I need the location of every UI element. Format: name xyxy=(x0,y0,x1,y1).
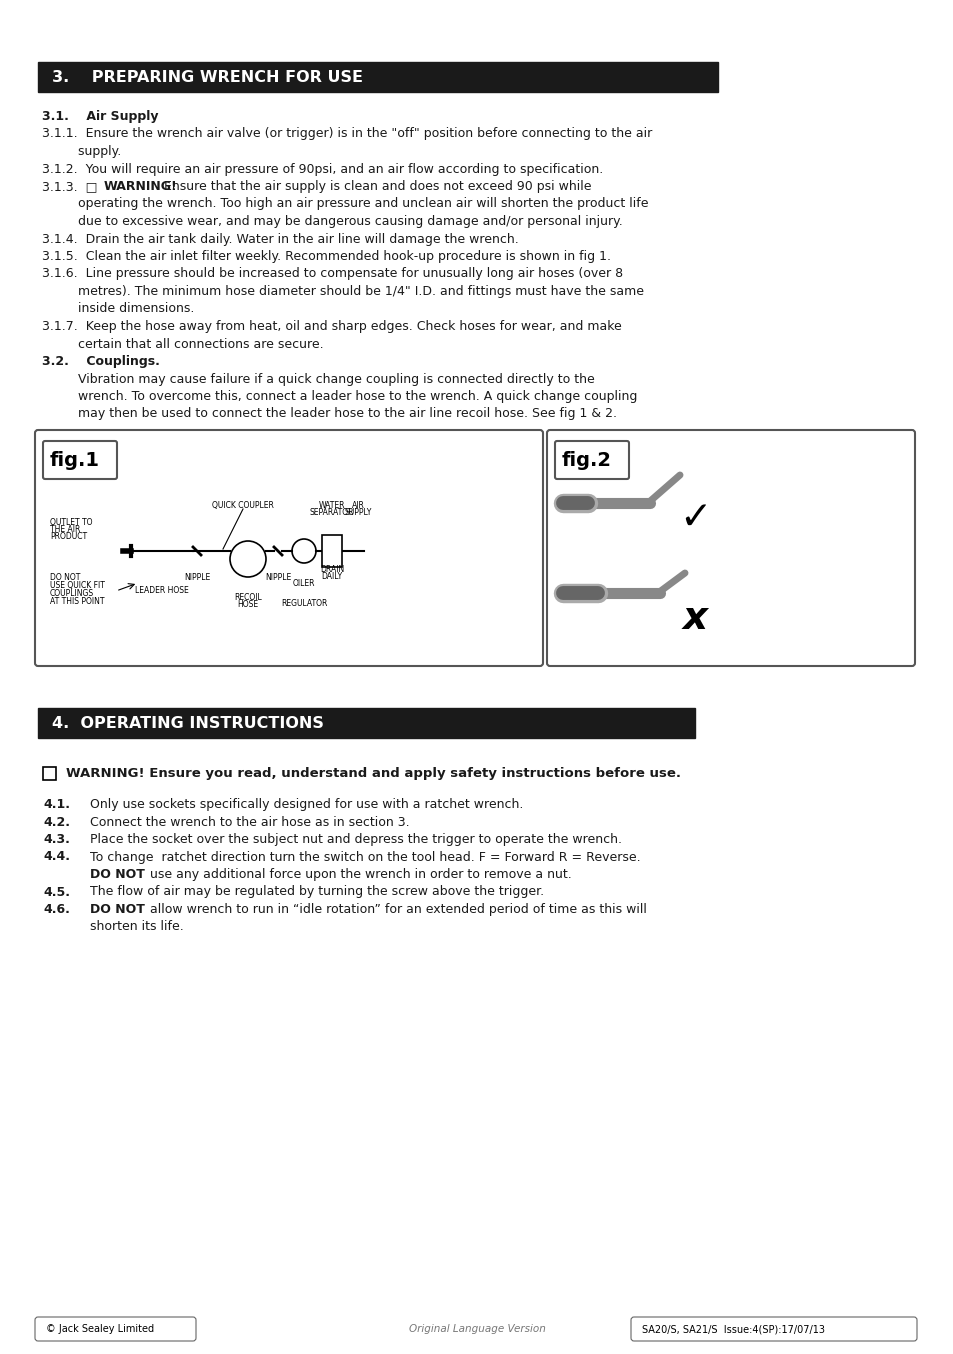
Text: 3.1.1.  Ensure the wrench air valve (or trigger) is in the "off" position before: 3.1.1. Ensure the wrench air valve (or t… xyxy=(42,127,652,141)
Text: wrench. To overcome this, connect a leader hose to the wrench. A quick change co: wrench. To overcome this, connect a lead… xyxy=(42,390,637,403)
FancyBboxPatch shape xyxy=(546,431,914,666)
Text: x: x xyxy=(681,598,707,636)
Text: fig.1: fig.1 xyxy=(50,451,100,470)
Text: HOSE: HOSE xyxy=(237,600,258,609)
FancyBboxPatch shape xyxy=(630,1317,916,1340)
Text: PRODUCT: PRODUCT xyxy=(50,532,87,542)
Text: ✓: ✓ xyxy=(678,500,711,538)
Text: allow wrench to run in “idle rotation” for an extended period of time as this wi: allow wrench to run in “idle rotation” f… xyxy=(142,903,646,917)
FancyBboxPatch shape xyxy=(35,431,542,666)
Text: WATER: WATER xyxy=(318,501,345,510)
Text: DAILY: DAILY xyxy=(321,571,342,581)
Text: 4.4.: 4.4. xyxy=(43,850,70,864)
Text: 3.1.7.  Keep the hose away from heat, oil and sharp edges. Check hoses for wear,: 3.1.7. Keep the hose away from heat, oil… xyxy=(42,320,621,333)
Text: RECOIL: RECOIL xyxy=(233,593,262,603)
Text: due to excessive wear, and may be dangerous causing damage and/or personal injur: due to excessive wear, and may be danger… xyxy=(42,215,622,227)
Text: supply.: supply. xyxy=(42,145,121,158)
Text: THE AIR: THE AIR xyxy=(50,525,80,533)
Text: Connect the wrench to the air hose as in section 3.: Connect the wrench to the air hose as in… xyxy=(90,815,409,829)
Text: fig.2: fig.2 xyxy=(561,451,612,470)
Text: Vibration may cause failure if a quick change coupling is connected directly to : Vibration may cause failure if a quick c… xyxy=(42,372,594,386)
Text: © Jack Sealey Limited: © Jack Sealey Limited xyxy=(46,1324,154,1334)
Text: may then be used to connect the leader hose to the air line recoil hose. See fig: may then be used to connect the leader h… xyxy=(42,408,617,421)
Text: SA20/S, SA21/S  Issue:4(SP):17/07/13: SA20/S, SA21/S Issue:4(SP):17/07/13 xyxy=(641,1324,824,1334)
Text: 4.  OPERATING INSTRUCTIONS: 4. OPERATING INSTRUCTIONS xyxy=(52,715,323,731)
Text: WARNING!: WARNING! xyxy=(104,180,177,194)
Text: OILER: OILER xyxy=(293,580,314,588)
Text: AT THIS POINT: AT THIS POINT xyxy=(50,597,105,607)
Text: Ensure that the air supply is clean and does not exceed 90 psi while: Ensure that the air supply is clean and … xyxy=(156,180,591,194)
Text: 3.1.4.  Drain the air tank daily. Water in the air line will damage the wrench.: 3.1.4. Drain the air tank daily. Water i… xyxy=(42,233,518,245)
Bar xyxy=(43,766,56,780)
Bar xyxy=(38,62,718,92)
Text: WARNING! Ensure you read, understand and apply safety instructions before use.: WARNING! Ensure you read, understand and… xyxy=(66,766,680,780)
Text: COUPLINGS: COUPLINGS xyxy=(50,589,94,598)
Text: shorten its life.: shorten its life. xyxy=(90,921,184,933)
Text: 3.1.    Air Supply: 3.1. Air Supply xyxy=(42,110,158,123)
Text: QUICK COUPLER: QUICK COUPLER xyxy=(212,501,274,510)
Text: Original Language Version: Original Language Version xyxy=(408,1324,545,1334)
Text: DO NOT: DO NOT xyxy=(90,903,145,917)
Text: 4.1.: 4.1. xyxy=(43,798,70,811)
Text: NIPPLE: NIPPLE xyxy=(184,573,210,582)
Text: 4.6.: 4.6. xyxy=(43,903,70,917)
Text: operating the wrench. Too high an air pressure and unclean air will shorten the : operating the wrench. Too high an air pr… xyxy=(42,198,648,210)
Text: To change  ratchet direction turn the switch on the tool head. F = Forward R = R: To change ratchet direction turn the swi… xyxy=(90,850,640,864)
Text: 3.1.3.  □: 3.1.3. □ xyxy=(42,180,105,194)
Text: LEADER HOSE: LEADER HOSE xyxy=(135,586,189,594)
Bar xyxy=(322,535,341,567)
Text: REGULATOR: REGULATOR xyxy=(280,598,327,608)
Text: DRAIN: DRAIN xyxy=(319,565,344,574)
Text: 4.5.: 4.5. xyxy=(43,886,70,899)
Text: 4.3.: 4.3. xyxy=(43,833,70,846)
Text: Place the socket over the subject nut and depress the trigger to operate the wre: Place the socket over the subject nut an… xyxy=(90,833,621,846)
Text: The flow of air may be regulated by turning the screw above the trigger.: The flow of air may be regulated by turn… xyxy=(90,886,543,899)
Text: metres). The minimum hose diameter should be 1/4" I.D. and fittings must have th: metres). The minimum hose diameter shoul… xyxy=(42,284,643,298)
Text: Only use sockets specifically designed for use with a ratchet wrench.: Only use sockets specifically designed f… xyxy=(90,798,523,811)
Text: DO NOT: DO NOT xyxy=(50,573,80,582)
Text: certain that all connections are secure.: certain that all connections are secure. xyxy=(42,337,323,351)
Text: NIPPLE: NIPPLE xyxy=(265,573,291,582)
Text: 3.1.5.  Clean the air inlet filter weekly. Recommended hook-up procedure is show: 3.1.5. Clean the air inlet filter weekly… xyxy=(42,250,610,263)
Text: 3.1.2.  You will require an air pressure of 90psi, and an air flow according to : 3.1.2. You will require an air pressure … xyxy=(42,162,602,176)
Text: USE QUICK FIT: USE QUICK FIT xyxy=(50,581,105,590)
Text: use any additional force upon the wrench in order to remove a nut.: use any additional force upon the wrench… xyxy=(142,868,571,881)
Bar xyxy=(38,708,695,738)
Text: DO NOT: DO NOT xyxy=(90,868,145,881)
FancyBboxPatch shape xyxy=(35,1317,195,1340)
FancyBboxPatch shape xyxy=(555,441,628,479)
Text: OUTLET TO: OUTLET TO xyxy=(50,519,92,527)
Text: 3.1.6.  Line pressure should be increased to compensate for unusually long air h: 3.1.6. Line pressure should be increased… xyxy=(42,268,622,280)
Text: 3.    PREPARING WRENCH FOR USE: 3. PREPARING WRENCH FOR USE xyxy=(52,69,363,84)
FancyBboxPatch shape xyxy=(43,441,117,479)
Text: inside dimensions.: inside dimensions. xyxy=(42,302,194,315)
Text: SUPPLY: SUPPLY xyxy=(344,508,372,517)
Text: 4.2.: 4.2. xyxy=(43,815,70,829)
Text: 3.2.    Couplings.: 3.2. Couplings. xyxy=(42,355,160,368)
Text: SEPARATOR: SEPARATOR xyxy=(310,508,354,517)
Text: AIR: AIR xyxy=(352,501,364,510)
